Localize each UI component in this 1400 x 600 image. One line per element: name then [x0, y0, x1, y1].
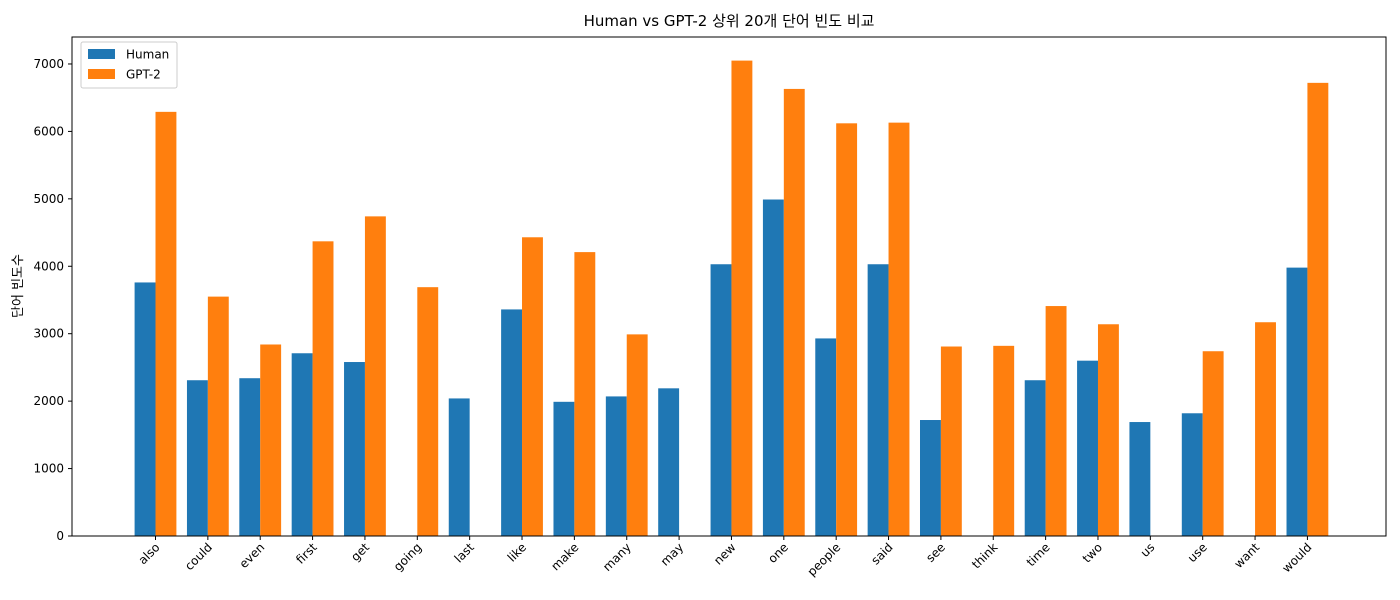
bar-gpt-2-like [522, 237, 543, 536]
bar-human-also [134, 282, 156, 536]
bar-human-us [1129, 422, 1151, 536]
bar-human-new [710, 264, 732, 536]
bar-gpt-2-want [1255, 322, 1276, 536]
bar-gpt-2-could [207, 296, 229, 536]
x-tick-label: make [548, 540, 581, 573]
chart-title: Human vs GPT-2 상위 20개 단어 빈도 비교 [584, 12, 875, 30]
bar-human-time [1024, 380, 1046, 536]
bar-human-many [605, 396, 627, 536]
bar-human-use [1181, 413, 1203, 536]
x-tick-label: want [1231, 540, 1262, 571]
bar-human-could [186, 380, 208, 536]
bar-gpt-2-new [731, 60, 753, 537]
y-axis-label: 단어 빈도수 [11, 254, 26, 318]
bar-gpt-2-would [1307, 82, 1329, 536]
y-tick-label: 0 [56, 529, 64, 543]
bar-human-may [658, 388, 680, 536]
x-tick-label: would [1279, 540, 1314, 575]
y-tick-label: 4000 [33, 259, 64, 273]
x-tick-label: get [348, 540, 372, 564]
x-tick-label: time [1024, 540, 1053, 569]
x-tick-label: use [1185, 540, 1210, 565]
x-tick-label: even [237, 540, 268, 571]
x-tick-label: see [923, 540, 948, 565]
bar-gpt-2-first [312, 241, 334, 537]
y-tick-label: 2000 [33, 394, 64, 408]
bar-gpt-2-use [1202, 351, 1224, 536]
x-tick-label: two [1080, 540, 1105, 565]
bars-group [134, 60, 1329, 537]
bar-human-last [448, 398, 470, 536]
x-tick-label: also [136, 540, 163, 567]
x-tick-label: going [391, 540, 425, 574]
legend-swatch [88, 69, 115, 79]
bar-gpt-2-see [940, 346, 962, 536]
bar-human-see [920, 420, 941, 536]
x-tick-label: first [293, 540, 320, 567]
bar-human-would [1286, 267, 1308, 536]
bar-human-people [815, 338, 837, 536]
x-tick-label: may [658, 540, 686, 568]
bar-human-one [762, 199, 784, 537]
bar-human-said [867, 264, 889, 536]
x-tick-label: last [452, 540, 477, 565]
bar-gpt-2-time [1045, 306, 1067, 536]
y-tick-label: 6000 [33, 124, 64, 138]
bar-human-even [239, 378, 261, 536]
x-axis-ticks: also could even first get going last like make ma… [136, 536, 1315, 579]
x-tick-label: one [765, 540, 791, 566]
bar-gpt-2-said [888, 122, 910, 536]
bar-gpt-2-also [155, 111, 177, 536]
y-tick-label: 7000 [33, 57, 64, 71]
x-tick-label: could [182, 540, 215, 573]
bar-human-two [1077, 360, 1098, 536]
x-tick-label: think [969, 540, 1000, 571]
x-tick-label: said [868, 540, 895, 567]
plot-frame [71, 36, 1387, 537]
bar-gpt-2-get [364, 216, 386, 536]
bar-human-like [501, 309, 523, 536]
bar-gpt-2-many [626, 334, 648, 536]
bar-gpt-2-one [783, 88, 805, 536]
x-tick-label: us [1138, 540, 1158, 560]
x-tick-label: new [711, 540, 739, 568]
bar-human-get [344, 362, 365, 536]
y-tick-label: 5000 [33, 192, 64, 206]
bar-gpt-2-make [574, 252, 596, 536]
y-tick-label: 3000 [33, 327, 64, 341]
legend: Human GPT-2 [80, 41, 178, 89]
bar-gpt-2-even [260, 344, 282, 536]
y-tick-label: 1000 [33, 462, 64, 476]
x-tick-label: many [600, 540, 634, 574]
bar-human-first [291, 353, 313, 536]
x-tick-label: people [805, 540, 844, 579]
legend-label: Human [126, 48, 169, 62]
bar-human-make [553, 401, 575, 536]
legend-label: GPT-2 [126, 68, 161, 82]
bar-gpt-2-people [836, 123, 858, 537]
x-tick-label: like [505, 540, 529, 564]
bar-gpt-2-two [1097, 324, 1119, 536]
legend-swatch [88, 49, 115, 59]
y-axis-ticks: 0 1000 2000 3000 4000 5000 6000 7000 [33, 57, 72, 543]
bar-gpt-2-think [993, 345, 1015, 536]
bar-gpt-2-going [417, 287, 439, 536]
